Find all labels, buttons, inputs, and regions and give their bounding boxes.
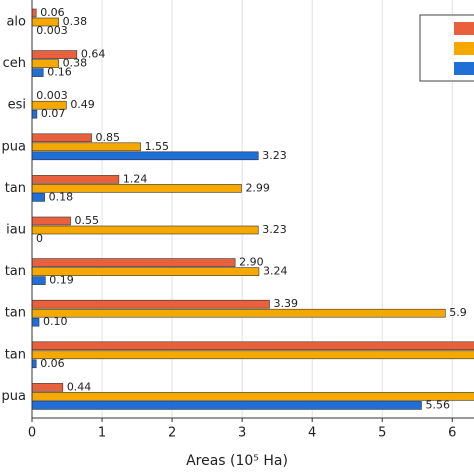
data-label: 3.24 [263, 265, 288, 278]
legend-swatch [454, 62, 474, 75]
bar [32, 401, 422, 410]
x-tick-label: 4 [308, 426, 316, 441]
y-tick-label: iau [6, 223, 26, 238]
data-label: 0.003 [36, 24, 68, 37]
bar [32, 193, 45, 202]
y-tick-label: tan [5, 347, 26, 362]
data-label: 0.38 [63, 15, 88, 28]
data-label: 0.06 [40, 6, 64, 19]
data-label: 0.003 [36, 89, 68, 102]
legend [419, 14, 474, 82]
y-tick-label: tan [5, 306, 26, 321]
data-label: 0.07 [41, 107, 66, 120]
bar [32, 317, 40, 327]
data-label: 0.10 [43, 315, 68, 328]
bar [32, 308, 446, 318]
bar [32, 151, 259, 161]
x-tick-label: 6 [448, 426, 456, 441]
bar [32, 359, 37, 369]
x-tick-label: 3 [238, 426, 246, 441]
bar [32, 68, 44, 77]
data-label: 3.23 [262, 223, 287, 236]
data-label: 0.18 [49, 190, 74, 203]
bar [32, 258, 236, 267]
bar [32, 267, 260, 276]
data-label: 0.19 [49, 274, 74, 287]
bar [32, 8, 37, 18]
data-label: 0 [36, 232, 43, 245]
y-tick-label: esi [8, 98, 26, 113]
bar [32, 276, 46, 285]
bar [32, 59, 59, 68]
bar [32, 225, 259, 235]
data-label: 0.49 [70, 98, 95, 111]
bar [32, 392, 474, 401]
y-tick-label: alo [6, 15, 26, 30]
bar [32, 142, 141, 152]
data-label: 0.06 [40, 357, 64, 370]
bar [32, 216, 71, 226]
data-label: 0.44 [67, 380, 92, 393]
bars [32, 8, 474, 410]
data-label: 0.38 [63, 57, 88, 70]
y-tick-label: tan [5, 181, 26, 196]
data-label: 5.9 [449, 306, 467, 319]
bar [32, 299, 270, 309]
y-tick-label: tan [5, 264, 26, 279]
bar [32, 100, 67, 110]
legend-swatch [454, 22, 474, 35]
y-tick-label: ceh [3, 56, 26, 71]
bar [32, 175, 120, 184]
data-label: 1.55 [145, 140, 170, 153]
bar [32, 109, 38, 119]
x-tick-label: 0 [28, 426, 36, 441]
y-tick-label: pua [2, 139, 26, 154]
data-label: 5.56 [425, 398, 450, 411]
bar [32, 350, 474, 360]
data-label: 1.24 [123, 172, 147, 185]
x-axis-label: Areas (10⁵ Ha) [186, 453, 288, 469]
bar [32, 133, 92, 143]
bar [32, 341, 474, 351]
x-tick-label: 1 [98, 426, 106, 441]
data-label: 0.85 [96, 131, 121, 144]
data-label: 0.55 [75, 214, 100, 227]
data-label: 3.39 [273, 297, 298, 310]
bar [32, 383, 64, 392]
data-label: 3.23 [262, 149, 287, 162]
data-label: 2.90 [239, 256, 264, 269]
legend-swatch [454, 42, 474, 55]
y-tick-label: pua [2, 389, 26, 404]
x-tick-label: 5 [378, 426, 386, 441]
data-label: 0.16 [47, 66, 72, 79]
bar [32, 50, 78, 59]
bar [32, 184, 242, 193]
data-label: 0.64 [81, 48, 106, 61]
data-label: 2.99 [245, 181, 269, 194]
bar [32, 17, 59, 27]
x-tick-label: 2 [168, 426, 176, 441]
